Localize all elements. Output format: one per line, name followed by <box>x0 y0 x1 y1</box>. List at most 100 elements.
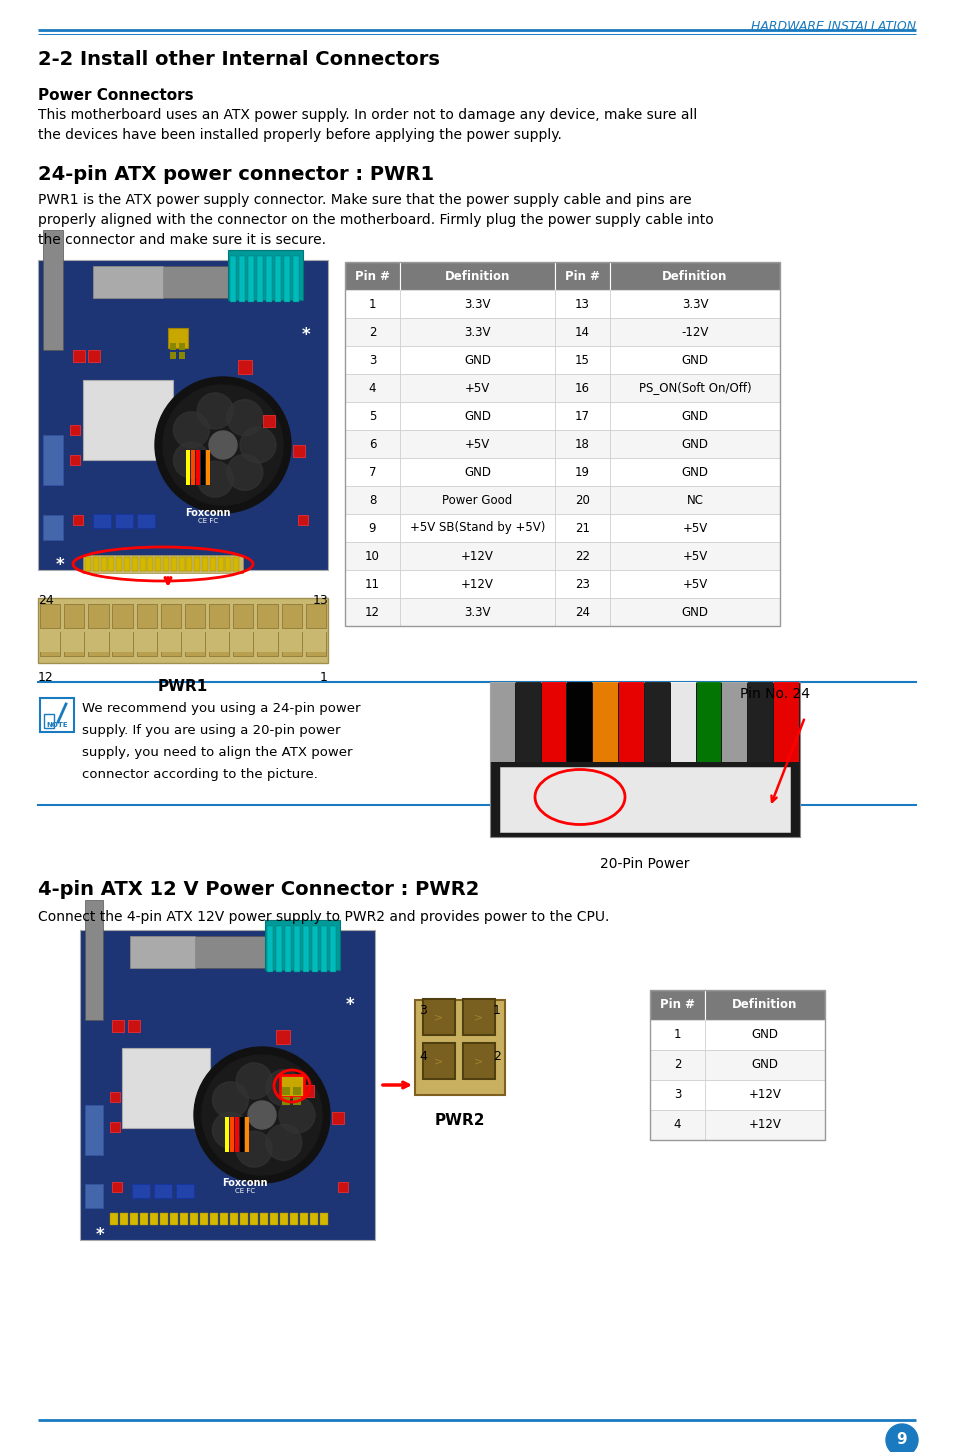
Circle shape <box>197 393 233 428</box>
Text: 23: 23 <box>575 578 589 591</box>
Bar <box>248 256 253 302</box>
Bar <box>704 1109 824 1140</box>
Bar <box>233 630 253 652</box>
Bar <box>186 450 190 485</box>
Text: *: * <box>55 556 64 574</box>
Bar <box>330 926 335 971</box>
Text: GND: GND <box>463 353 491 366</box>
Text: 1: 1 <box>369 298 375 311</box>
Text: >: > <box>474 1056 483 1066</box>
Bar <box>210 1212 218 1225</box>
Bar <box>163 558 169 571</box>
Bar <box>609 318 780 346</box>
Text: +12V: +12V <box>748 1118 781 1131</box>
Text: +5V: +5V <box>681 521 707 534</box>
Circle shape <box>236 1131 272 1167</box>
Bar <box>132 558 137 571</box>
Bar <box>299 1212 308 1225</box>
Text: 24: 24 <box>575 605 589 619</box>
Text: 3: 3 <box>418 1003 426 1016</box>
Text: 4-pin ATX 12 V Power Connector : PWR2: 4-pin ATX 12 V Power Connector : PWR2 <box>38 880 478 899</box>
Text: Foxconn: Foxconn <box>185 508 231 518</box>
Bar <box>609 457 780 486</box>
Bar <box>649 1109 704 1140</box>
Text: 4: 4 <box>369 382 375 395</box>
Bar <box>422 1043 455 1079</box>
Bar <box>704 1019 824 1050</box>
Bar <box>85 1105 103 1154</box>
Bar <box>136 630 156 652</box>
Bar <box>609 346 780 375</box>
Bar <box>194 558 200 571</box>
Text: GND: GND <box>680 409 708 423</box>
Bar <box>234 1117 239 1151</box>
Bar <box>171 558 176 571</box>
Bar <box>38 598 328 664</box>
Bar <box>237 360 252 375</box>
Bar <box>303 926 309 971</box>
Text: 1: 1 <box>320 671 328 684</box>
Bar <box>190 1212 198 1225</box>
Bar <box>170 1212 178 1225</box>
Bar <box>110 1122 120 1133</box>
Bar <box>499 767 789 832</box>
Text: Connect the 4-pin ATX 12V power supply to PWR2 and provides power to the CPU.: Connect the 4-pin ATX 12V power supply t… <box>38 910 609 923</box>
Text: GND: GND <box>463 409 491 423</box>
Bar <box>209 632 229 656</box>
Bar <box>609 402 780 430</box>
Text: 17: 17 <box>575 409 589 423</box>
Bar <box>148 558 153 571</box>
Text: This motherboard uses an ATX power supply. In order not to damage any device, ma: This motherboard uses an ATX power suppl… <box>38 107 697 122</box>
Bar <box>345 261 780 626</box>
Bar <box>185 632 205 656</box>
Bar <box>40 698 74 732</box>
Text: >: > <box>474 1012 483 1022</box>
Text: 2-2 Install other Internal Connectors: 2-2 Install other Internal Connectors <box>38 49 439 70</box>
Text: Definition: Definition <box>444 270 510 283</box>
Bar <box>555 430 609 457</box>
Bar <box>609 261 780 290</box>
Bar <box>130 937 194 968</box>
Bar <box>293 256 298 302</box>
Bar <box>555 571 609 598</box>
Text: 21: 21 <box>575 521 589 534</box>
Bar <box>130 1212 138 1225</box>
Bar <box>120 1212 128 1225</box>
Text: 3: 3 <box>673 1089 680 1102</box>
Bar <box>44 714 54 727</box>
Bar <box>230 1212 237 1225</box>
Bar <box>345 514 399 542</box>
Text: 10: 10 <box>365 549 379 562</box>
Text: 19: 19 <box>575 466 589 479</box>
Bar <box>168 328 188 348</box>
Bar <box>170 343 175 350</box>
Bar <box>345 598 399 626</box>
Circle shape <box>163 385 283 505</box>
Bar <box>233 558 239 571</box>
Text: +12V: +12V <box>748 1089 781 1102</box>
Bar <box>116 558 122 571</box>
Text: We recommend you using a 24-pin power: We recommend you using a 24-pin power <box>82 701 360 714</box>
Text: 20: 20 <box>575 494 589 507</box>
Bar <box>345 486 399 514</box>
Bar <box>40 632 60 656</box>
Text: 9: 9 <box>369 521 375 534</box>
Bar <box>609 375 780 402</box>
Circle shape <box>885 1424 917 1452</box>
Bar <box>399 261 555 290</box>
Text: 15: 15 <box>575 353 589 366</box>
Bar <box>240 1212 248 1225</box>
Circle shape <box>209 431 236 459</box>
Bar <box>220 1212 228 1225</box>
Bar <box>555 375 609 402</box>
Bar <box>140 1212 148 1225</box>
Text: +12V: +12V <box>460 578 494 591</box>
Bar <box>284 256 290 302</box>
Bar <box>43 515 63 540</box>
Bar <box>83 380 172 460</box>
Text: 4: 4 <box>418 1050 426 1063</box>
Bar <box>294 926 299 971</box>
Text: GND: GND <box>751 1059 778 1072</box>
Bar <box>555 542 609 571</box>
Bar <box>80 929 375 1240</box>
